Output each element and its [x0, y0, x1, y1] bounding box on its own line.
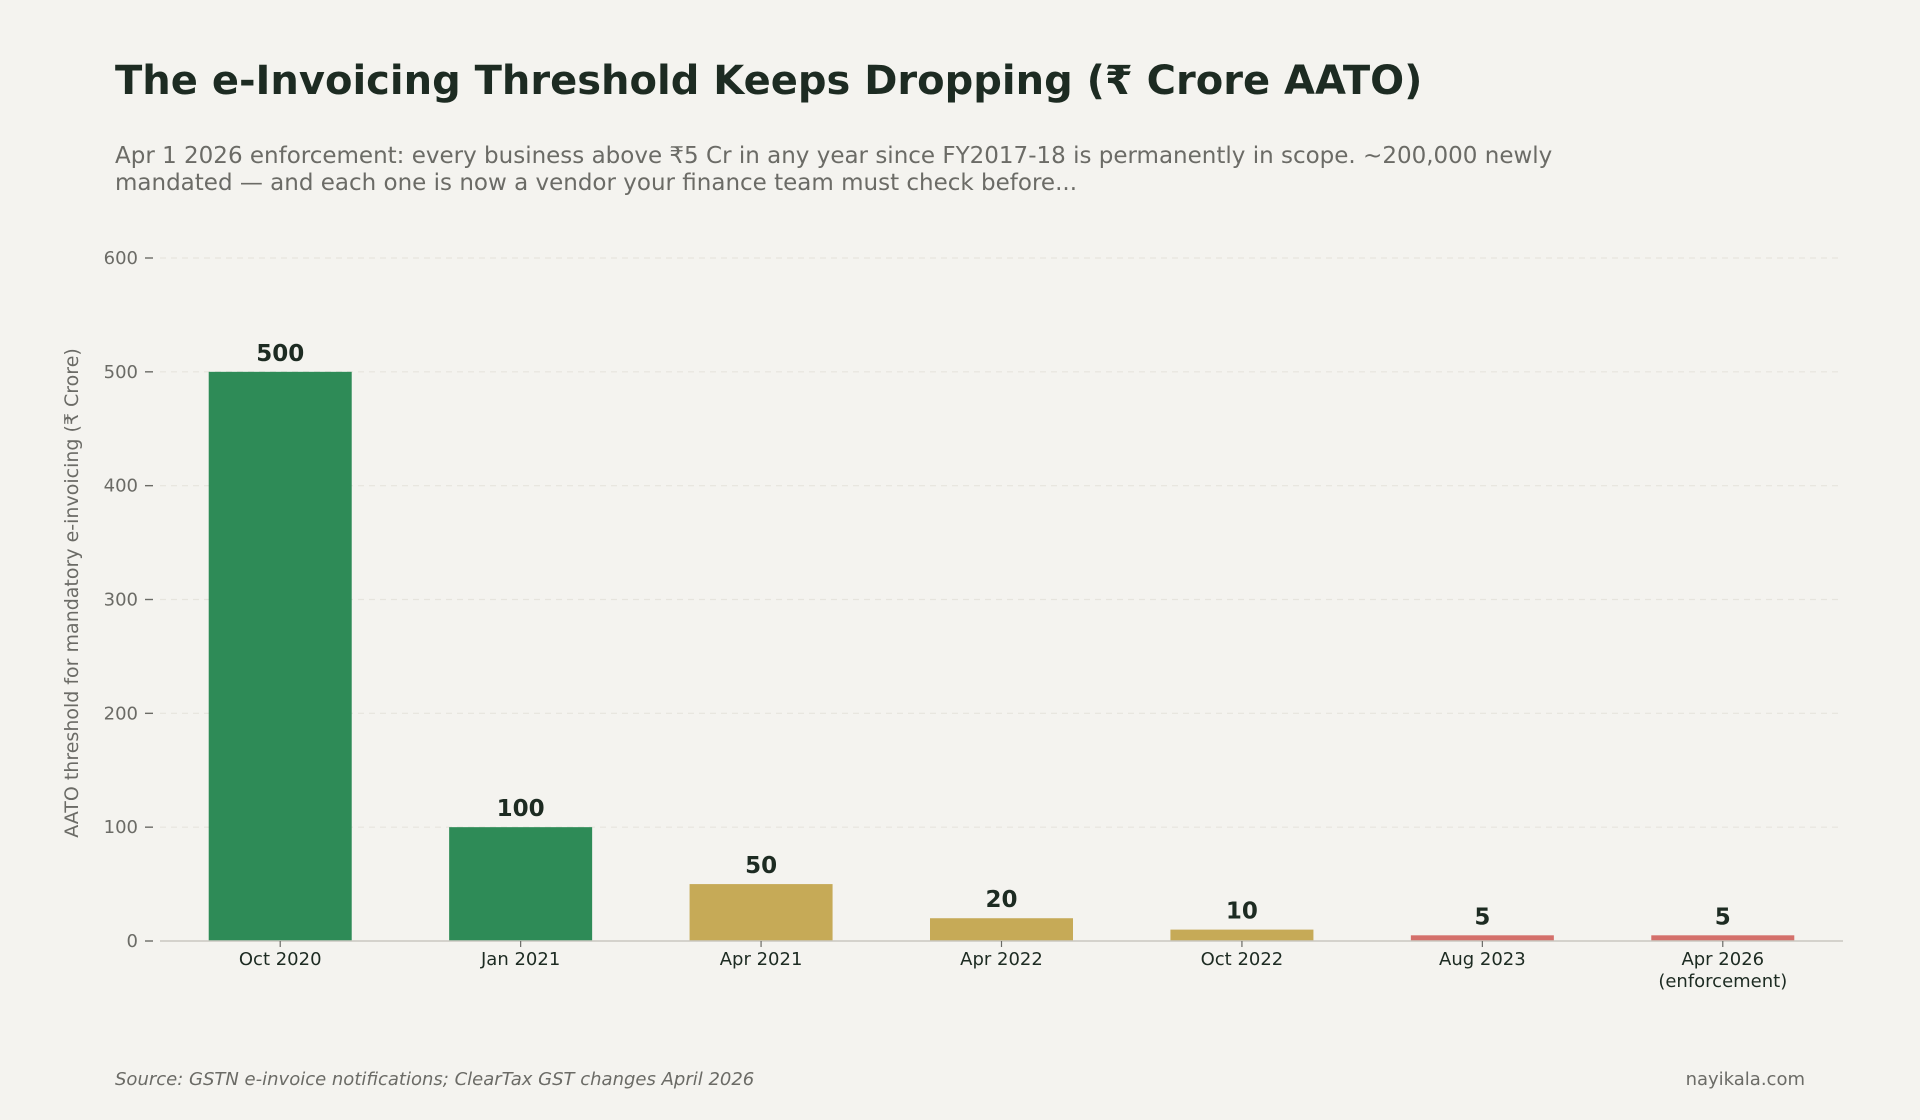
data-label: 50 [745, 853, 777, 879]
x-tick-label: Apr 2026 [1681, 949, 1764, 970]
y-tick-label: 300 [104, 590, 138, 611]
data-label: 100 [497, 796, 545, 822]
gridlines [160, 257, 1843, 828]
y-tick-label: 400 [104, 476, 138, 497]
brand-name: nayikala.com [1685, 1069, 1805, 1090]
bar [1410, 935, 1554, 941]
bar [208, 371, 352, 941]
data-label: 500 [256, 341, 304, 367]
data-labels: 500 100 50 20 10 5 5 [256, 341, 1731, 930]
chart-subtitle: Apr 1 2026 enforcement: every business a… [115, 143, 1553, 196]
chart-title: The e-Invoicing Threshold Keeps Dropping… [115, 58, 1423, 104]
bar [930, 918, 1073, 941]
data-label: 20 [985, 887, 1017, 913]
bar [1170, 929, 1314, 941]
x-tick-label: Apr 2021 [720, 949, 803, 970]
bar [1651, 935, 1795, 941]
bars [208, 371, 1795, 941]
x-tick-label: Apr 2022 [960, 949, 1043, 970]
y-axis-label: AATO threshold for mandatory e-invoicing… [61, 348, 83, 838]
data-label: 10 [1226, 899, 1258, 925]
y-tick-label: 600 [104, 248, 138, 269]
x-tick-label: Jan 2021 [480, 949, 560, 970]
y-tick-label: 100 [104, 817, 138, 838]
data-label: 5 [1474, 904, 1490, 930]
x-tick-label: Oct 2020 [239, 949, 322, 970]
y-tick-label: 500 [104, 362, 138, 383]
bar [449, 827, 593, 941]
x-tick-label: (enforcement) [1658, 971, 1787, 992]
y-tick-label: 200 [104, 703, 138, 724]
source-note: Source: GSTN e-invoice notifications; Cl… [115, 1069, 755, 1090]
bar [689, 884, 833, 941]
x-tick-label: Oct 2022 [1201, 949, 1284, 970]
data-label: 5 [1715, 904, 1731, 930]
x-tick-label: Aug 2023 [1439, 949, 1526, 970]
y-tick-label: 0 [127, 931, 138, 952]
axes: 0 100 200 300 400 500 600 Oct 2020 Jan 2021 Apr 2… [104, 248, 1843, 992]
